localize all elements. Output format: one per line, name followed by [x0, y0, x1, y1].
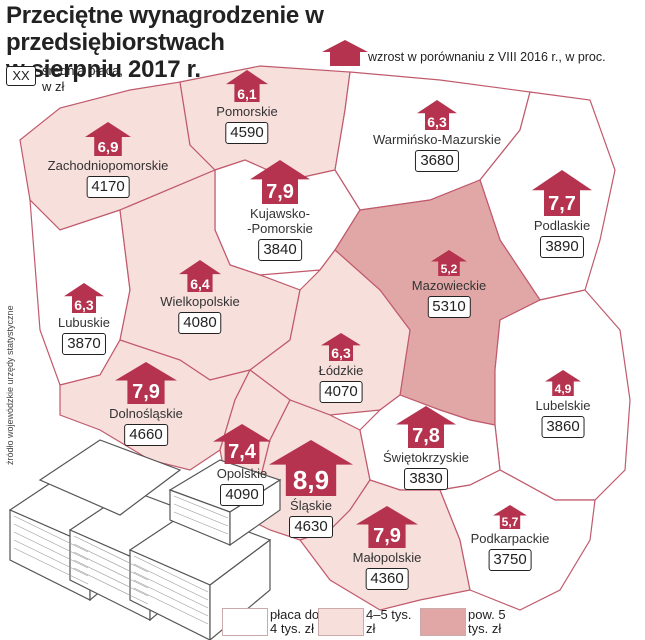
page-title: Przeciętne wynagrodzenie w przedsiębiors… [6, 2, 526, 83]
salary-value: 4360 [365, 568, 409, 590]
salary-value: 3860 [541, 416, 585, 438]
source-note: źródło wojewódzkie urzędy statystyczne [5, 305, 15, 465]
region-name: Dolnośląskie [109, 406, 183, 421]
region-name: Warmińsko-Mazurskie [372, 132, 502, 147]
legend-swatch-low [222, 608, 268, 636]
legend-growth-label: wzrost w porównaniu z VIII 2016 r., w pr… [368, 50, 606, 64]
legend-swatch-high [420, 608, 466, 636]
region-swietokrzyskie: 7,8 Świętokrzyskie 3830 [383, 406, 469, 490]
region-name: Podlaskie [533, 218, 591, 233]
salary-value: 5310 [427, 296, 471, 318]
salary-value: 4660 [124, 424, 168, 446]
title-line-1: Przeciętne wynagrodzenie w przedsiębiors… [6, 2, 324, 56]
growth-arrow: 7,4 [213, 424, 271, 464]
salary-value: 4170 [86, 176, 130, 198]
money-stack-lines [13, 495, 229, 625]
region-malopolskie: 7,9 Małopolskie 4360 [352, 506, 422, 590]
region-name: Małopolskie [352, 550, 422, 565]
region-zachodniopomorskie: 6,9 Zachodniopomorskie 4170 [47, 122, 169, 198]
growth-arrow: 6,1 [225, 70, 268, 102]
growth-arrow: 7,7 [532, 170, 592, 216]
salary-value: 3890 [540, 236, 584, 258]
region-lubuskie: 6,3 Lubuskie 3870 [58, 283, 110, 355]
growth-arrow: 5,2 [430, 250, 467, 276]
growth-arrow: 5,7 [493, 505, 527, 529]
growth-arrow: 6,3 [321, 333, 361, 361]
salary-value: 3680 [415, 150, 459, 172]
region-slaskie: 8,9 Śląskie 4630 [269, 440, 353, 538]
region-dolnoslaskie: 7,9 Dolnośląskie 4660 [109, 362, 183, 446]
region-name: Lubelskie [535, 398, 591, 413]
legend-salary-box: XX [6, 66, 36, 86]
region-name: Mazowieckie [411, 278, 487, 293]
legend-label-low: płaca do 4 tys. zł [270, 607, 320, 636]
region-kujawsko-pomorskie: 7,9 Kujawsko- -Pomorskie 3840 [247, 160, 313, 261]
region-name: Kujawsko- -Pomorskie [247, 206, 313, 236]
growth-arrow: 7,9 [250, 160, 310, 204]
salary-value: 4630 [289, 516, 333, 538]
salary-value: 3830 [404, 468, 448, 490]
region-name: Śląskie [290, 498, 332, 513]
region-lubelskie: 4,9 Lubelskie 3860 [535, 370, 591, 438]
salary-value: 4080 [178, 312, 222, 334]
salary-value: 3840 [258, 239, 302, 261]
region-shape-podkarpackie [439, 469, 596, 611]
title-line-2: w sierpniu 2017 r. [6, 56, 201, 83]
region-podkarpackie: 5,7 Podkarpackie 3750 [470, 505, 550, 571]
region-name: Świętokrzyskie [383, 450, 469, 465]
region-warminsko-mazurskie: 6,3 Warmińsko-Mazurskie 3680 [373, 100, 501, 172]
region-name: Zachodniopomorskie [47, 158, 169, 173]
legend-label-high: pow. 5 tys. zł [468, 607, 506, 636]
region-name: Opolskie [216, 466, 268, 481]
legend-label-mid: 4–5 tys. zł [366, 607, 412, 636]
salary-value: 4070 [319, 381, 363, 403]
legend-growth-arrow [322, 40, 368, 66]
growth-arrow: 6,4 [178, 260, 221, 292]
salary-value: 3870 [62, 333, 106, 355]
legend-salary-label: średnia płaca, w zł [42, 63, 123, 94]
region-pomorskie: 6,1 Pomorskie 4590 [216, 70, 278, 144]
growth-arrow: 6,3 [63, 283, 104, 313]
salary-value: 4590 [225, 122, 269, 144]
region-name: Pomorskie [216, 104, 278, 119]
growth-arrow: 7,9 [356, 506, 418, 548]
growth-arrow: 7,9 [114, 362, 177, 404]
growth-arrow: 7,8 [396, 406, 456, 448]
growth-arrow: 4,9 [545, 370, 581, 396]
region-lodzkie: 6,3 Łódzkie 4070 [318, 333, 364, 403]
region-name: Łódzkie [318, 363, 364, 378]
region-wielkopolskie: 6,4 Wielkopolskie 4080 [160, 260, 240, 334]
growth-arrow: 6,3 [417, 100, 457, 130]
legend-swatch-mid [318, 608, 364, 636]
region-podlaskie: 7,7 Podlaskie 3890 [532, 170, 592, 258]
region-name: Wielkopolskie [160, 294, 240, 309]
region-name: Lubuskie [57, 315, 111, 330]
region-name: Podkarpackie [470, 531, 550, 546]
region-opolskie: 7,4 Opolskie 4090 [213, 424, 271, 506]
region-mazowieckie: 5,2 Mazowieckie 5310 [412, 250, 486, 318]
growth-arrow: 6,9 [85, 122, 131, 156]
growth-arrow: 8,9 [269, 440, 353, 496]
salary-value: 4090 [220, 484, 264, 506]
salary-value: 3750 [488, 549, 532, 571]
